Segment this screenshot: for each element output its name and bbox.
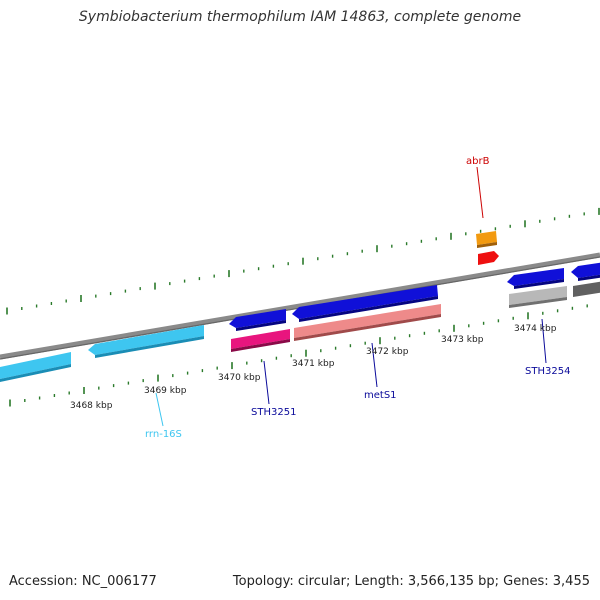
scale-label-3470: 3470 kbp bbox=[218, 373, 261, 383]
feature-track bbox=[0, 231, 600, 382]
gene-label-mets1[interactable]: metS1 bbox=[364, 390, 397, 401]
gene-abrb-upper-shadow bbox=[477, 242, 497, 248]
gene-label-rrn-16s[interactable]: rrn-16S bbox=[145, 429, 182, 440]
map-title: Symbiobacterium thermophilum IAM 14863, … bbox=[78, 9, 522, 25]
gene-mets1-lower-shadow bbox=[294, 314, 441, 341]
rrna-block-left[interactable] bbox=[0, 352, 71, 380]
gene-label-sth3251[interactable]: STH3251 bbox=[251, 407, 296, 418]
gene-sth3254-lower[interactable] bbox=[509, 286, 567, 305]
gene-sth3251-lower-shadow bbox=[231, 339, 290, 352]
scale-label-3472: 3472 kbp bbox=[366, 347, 409, 357]
gene-mets1-upper[interactable] bbox=[292, 285, 438, 319]
scale-label-3469: 3469 kbp bbox=[144, 386, 187, 396]
gene-edge-blue[interactable] bbox=[571, 262, 600, 278]
gene-abrb-lower[interactable] bbox=[478, 251, 499, 265]
scale-label-3474: 3474 kbp bbox=[514, 324, 557, 334]
gene-sth3254-upper[interactable] bbox=[507, 268, 564, 286]
gene-sth3254-lower-shadow bbox=[509, 297, 567, 308]
gene-label-abrb[interactable]: abrB bbox=[466, 156, 490, 167]
rrna-block-left-shadow bbox=[0, 364, 71, 382]
gene-sth3251-upper[interactable] bbox=[229, 309, 286, 328]
topology-info: Topology: circular; Length: 3,566,135 bp… bbox=[232, 574, 590, 589]
rrn-16s-block-shadow bbox=[95, 336, 204, 358]
gene-mets1-upper-shadow bbox=[299, 296, 438, 322]
scale-label-3471: 3471 kbp bbox=[292, 359, 335, 369]
scale-label-3473: 3473 kbp bbox=[441, 335, 484, 345]
gene-sth3251-upper-shadow bbox=[236, 320, 286, 331]
accession-info: Accession: NC_006177 bbox=[9, 574, 157, 589]
rrn-16s-block[interactable] bbox=[88, 325, 204, 355]
outer-tick-track bbox=[6, 207, 600, 315]
gene-edge-darkgray[interactable] bbox=[573, 281, 600, 297]
inner-tick-track bbox=[9, 304, 588, 407]
gene-label-sth3254[interactable]: STH3254 bbox=[525, 366, 570, 377]
scale-label-3468: 3468 kbp bbox=[70, 401, 113, 411]
gene-mets1-lower[interactable] bbox=[294, 304, 441, 338]
label-leaders bbox=[155, 166, 547, 427]
gene-sth3254-upper-shadow bbox=[514, 279, 564, 289]
gene-sth3251-lower[interactable] bbox=[231, 329, 290, 349]
gene-edge-blue-shadow bbox=[578, 274, 600, 281]
gene-abrb-upper[interactable] bbox=[476, 231, 497, 245]
